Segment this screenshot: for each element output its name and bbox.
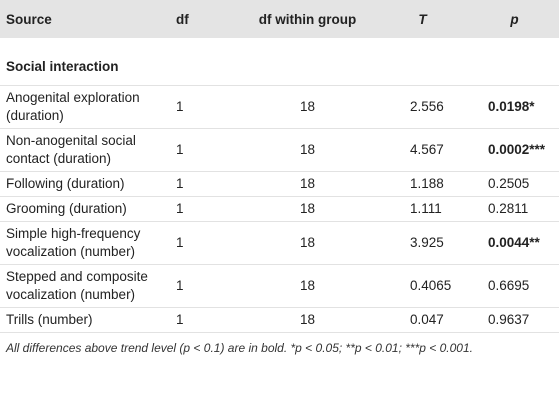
cell: 0.6695 [470,264,559,308]
cell: Anogenital exploration (duration) [0,85,168,129]
cell: 0.0002*** [470,128,559,172]
cell: Following (duration) [0,171,168,197]
row: Non-anogenital social contact (duration)… [0,128,559,172]
cell: 1.188 [375,171,470,197]
results-table: Source df df within group T p Social int… [0,0,559,333]
cell: 18 [240,128,375,172]
row: Simple high-frequency vocalization (numb… [0,221,559,265]
cell: 1 [168,128,240,172]
cell: 0.4065 [375,264,470,308]
cell: 18 [240,264,375,308]
cell: Trills (number) [0,307,168,333]
cell: 1 [168,85,240,129]
header-cell: df [168,0,240,38]
cell: 1 [168,307,240,333]
cell: 0.2811 [470,196,559,222]
row: Stepped and composite vocalization (numb… [0,264,559,308]
cell: 1 [168,196,240,222]
cell: 1 [168,264,240,308]
cell: 1 [168,221,240,265]
header-cell: Source [0,0,168,38]
header-cell: df within group [240,0,375,38]
cell: 1 [168,171,240,197]
footnote: All differences above trend level (p < 0… [6,341,473,355]
row: Grooming (duration) 1 18 1.111 0.2811 [0,196,559,222]
cell: 0.9637 [470,307,559,333]
cell: 18 [240,221,375,265]
cell: 0.2505 [470,171,559,197]
cell: 18 [240,196,375,222]
section-row: Social interaction [0,38,559,86]
cell: 0.047 [375,307,470,333]
section-label: Social interaction [0,38,559,86]
cell: 3.925 [375,221,470,265]
cell: 18 [240,171,375,197]
cell: 2.556 [375,85,470,129]
cell: 18 [240,85,375,129]
cell: 1.111 [375,196,470,222]
cell: Stepped and composite vocalization (numb… [0,264,168,308]
row: Following (duration) 1 18 1.188 0.2505 [0,171,559,197]
cell: 0.0198* [470,85,559,129]
header-cell: p [470,0,559,38]
header-row: Source df df within group T p [0,0,559,38]
row: Anogenital exploration (duration) 1 18 2.55… [0,85,559,129]
header-cell: T [375,0,470,38]
row: Trills (number) 1 18 0.047 0.9637 [0,307,559,333]
cell: Non-anogenital social contact (duration) [0,128,168,172]
cell: Grooming (duration) [0,196,168,222]
cell: Simple high-frequency vocalization (numb… [0,221,168,265]
cell: 4.567 [375,128,470,172]
cell: 0.0044** [470,221,559,265]
table-figure: Source df df within group T p Social int… [0,0,559,355]
cell: 18 [240,307,375,333]
